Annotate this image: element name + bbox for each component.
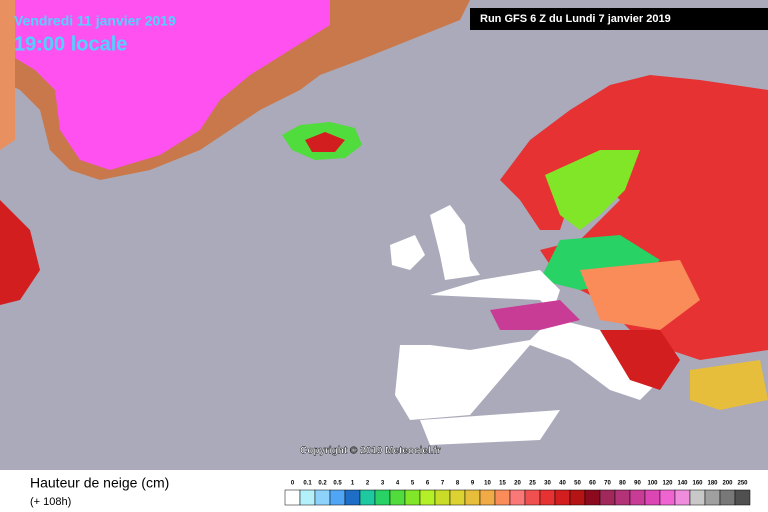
balkans [600,330,680,390]
legend-swatch [509,489,526,506]
legend-swatch [629,489,646,506]
legend-swatch [614,489,631,506]
legend-swatch [284,489,301,506]
legend-swatch [344,489,361,506]
legend-label: 100 [647,481,658,487]
legend-swatch [359,489,376,506]
north-africa [420,410,560,445]
forecast-date: Vendredi 11 janvier 2019 [14,13,176,29]
legend-label: 0.2 [318,481,327,487]
run-box [470,8,768,30]
legend-swatch [704,489,721,506]
legend-label: 15 [499,481,506,487]
legend-swatch [314,489,331,506]
legend: 0 0.1 0.2 0.5 1 2 3 4 5 6 7 8 9 10 15 20 25 30 40 50 60 70 80 9… [284,481,751,506]
legend-label: 120 [662,481,673,487]
legend-swatch [374,489,391,506]
legend-swatch [419,489,436,506]
legend-label: 200 [722,481,733,487]
legend-label: 20 [514,481,521,487]
legend-swatch [584,489,601,506]
legend-label: 60 [589,481,596,487]
legend-label: 0.1 [303,481,312,487]
forecast-time: 19:00 locale [14,33,127,55]
turkey [690,360,768,410]
legend-label: 5 [411,481,415,487]
legend-swatch [329,489,346,506]
legend-swatch [569,489,586,506]
ireland [390,235,425,270]
greenland [10,0,330,170]
legend-label: 8 [456,481,460,487]
legend-swatch [389,489,406,506]
legend-swatch [659,489,676,506]
legend-swatch [464,489,481,506]
legend-label: 70 [604,481,611,487]
legend-label: 90 [634,481,641,487]
legend-swatch [479,489,496,506]
alps [490,300,580,330]
lead-time: (+ 108h) [30,496,71,508]
northeast-europe [500,75,768,360]
legend-label: 9 [471,481,475,487]
legend-label: 10 [484,481,491,487]
legend-swatch [554,489,571,506]
legend-label: 0.5 [333,481,342,487]
sweden-south [545,150,640,230]
legend-label: 50 [574,481,581,487]
legend-label: 30 [544,481,551,487]
copyright: Copyright © 2019 Meteociel.fr [300,446,441,457]
legend-swatch [524,489,541,506]
legend-label: 25 [529,481,536,487]
legend-swatch [599,489,616,506]
legend-swatch [539,489,556,506]
legend-swatch [299,489,316,506]
legend-label: 80 [619,481,626,487]
legend-swatch [449,489,466,506]
legend-swatch [494,489,511,506]
east-central [580,260,700,330]
canada [0,0,15,150]
legend-swatch [689,489,706,506]
legend-label: 250 [737,481,748,487]
iceland-core [305,132,345,152]
legend-swatch [719,489,736,506]
great-britain [430,205,480,280]
legend-label: 180 [707,481,718,487]
legend-label: 4 [396,481,400,487]
legend-swatch [734,489,751,506]
legend-label: 2 [366,481,370,487]
map-title: Hauteur de neige (cm) [30,475,169,491]
labrador [0,200,40,305]
run-info: Run GFS 6 Z du Lundi 7 janvier 2019 [480,13,671,25]
legend-label: 3 [381,481,385,487]
legend-label: 7 [441,481,445,487]
legend-label: 160 [692,481,703,487]
legend-label: 0 [291,481,295,487]
legend-label: 140 [677,481,688,487]
legend-swatch [674,489,691,506]
western-europe [395,270,660,420]
legend-label: 1 [351,481,355,487]
legend-swatch [434,489,451,506]
legend-swatch [404,489,421,506]
legend-swatch [644,489,661,506]
legend-label: 40 [559,481,566,487]
legend-label: 6 [426,481,430,487]
